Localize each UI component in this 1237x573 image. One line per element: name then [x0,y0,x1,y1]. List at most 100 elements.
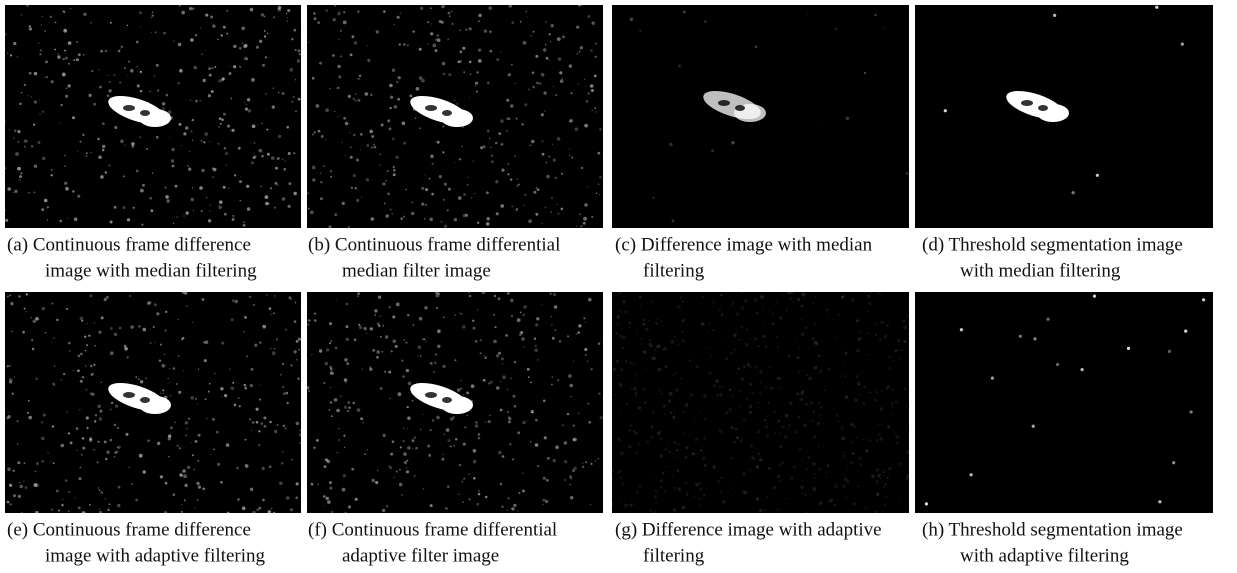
speckle [454,218,457,221]
speckle [672,476,673,477]
speckle [286,496,290,500]
speckle [779,480,781,482]
speckle [624,504,628,508]
speckle [819,414,822,417]
speckle [612,503,614,505]
speckle [201,140,203,142]
speckle [518,492,520,494]
speckle [78,53,81,56]
speckle [168,378,169,379]
speckle [104,441,107,444]
speckle [147,302,150,305]
speckle [508,497,510,499]
speckle [284,427,286,429]
speckle [98,487,99,488]
speckle [348,505,351,508]
speckle [813,410,816,413]
speckle [731,487,733,489]
speckle [295,79,296,80]
speckle [181,338,183,340]
speckle [201,54,203,56]
speckle [576,226,577,227]
speckle [51,169,53,171]
speckle [396,81,399,84]
speckle [151,32,152,33]
speckle [713,384,716,387]
speckle [763,500,764,501]
speckle [676,449,679,452]
speckle [776,336,778,338]
speckle [382,509,385,512]
speckle [98,441,100,443]
speckle [834,504,836,506]
speckle [448,439,451,442]
speckle [685,436,686,437]
speckle [442,454,444,456]
speckle [865,508,867,510]
speckle [454,359,456,361]
speckle [334,213,337,216]
speckle [137,84,140,87]
speckle [531,35,532,36]
speckle [482,291,485,294]
speckle [842,295,846,299]
speckle [183,132,186,135]
speckle [902,479,903,480]
speckle [661,393,663,395]
speckle [97,138,100,141]
speckle [90,392,93,395]
speckle [882,481,883,482]
car-window [140,397,150,403]
speckle [773,486,776,489]
speckle [838,314,840,316]
speckle [399,469,401,471]
speckle [61,444,65,448]
speckle [224,213,227,216]
speckle [370,327,373,330]
speckle [130,325,133,328]
speckle [34,72,37,75]
speckle [393,173,396,176]
speckle [722,368,723,369]
speckle [259,384,260,385]
speckle [252,421,255,424]
speckle [14,130,17,133]
speckle [635,392,638,395]
speckle [541,140,543,142]
speckle [590,84,594,88]
speckle [859,332,861,334]
speckle [389,306,391,308]
speckle [635,431,639,435]
speckle [901,349,903,351]
speckle [272,351,276,355]
speckle [163,393,164,394]
speckle [62,73,66,77]
speckle [856,319,859,322]
speckle [523,421,526,424]
speckle [743,365,746,368]
speckle [754,365,757,368]
speckle [86,344,88,346]
image-panel [612,5,909,228]
speckle [24,462,26,464]
speckle [222,77,225,80]
speckle [82,134,84,136]
speckle [661,320,663,322]
speckle [441,221,443,223]
speckle [61,504,64,507]
speckle [459,158,461,160]
speckle [515,210,517,212]
speckle [750,444,753,447]
speckle [823,445,824,446]
speckle [13,192,14,193]
speckle [844,364,846,366]
speckle [484,358,486,360]
speckle [533,191,536,194]
speckle [349,132,350,133]
speckle [35,378,37,380]
speckle [651,425,654,428]
speckle [179,473,182,476]
speckle [839,375,841,377]
speckle [99,511,102,514]
speckle [69,350,70,351]
